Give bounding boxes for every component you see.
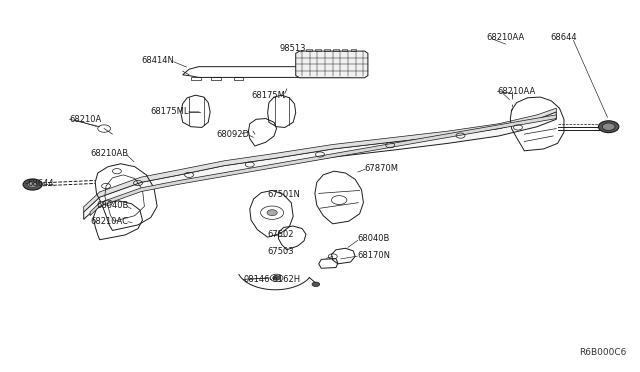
Text: R6B000C6: R6B000C6 <box>579 348 627 357</box>
Text: 68210AB: 68210AB <box>90 149 129 158</box>
Text: 68644: 68644 <box>28 179 54 187</box>
Circle shape <box>23 179 42 190</box>
Circle shape <box>273 276 280 280</box>
Text: 68040B: 68040B <box>357 234 389 243</box>
Text: 68644: 68644 <box>550 33 577 42</box>
Text: 67870M: 67870M <box>365 164 399 173</box>
Circle shape <box>312 282 319 286</box>
Polygon shape <box>296 51 368 78</box>
Polygon shape <box>90 115 556 216</box>
Circle shape <box>267 210 277 216</box>
Text: 68210AC: 68210AC <box>90 217 129 226</box>
Polygon shape <box>84 108 556 212</box>
Polygon shape <box>84 112 556 219</box>
Text: 98513: 98513 <box>280 44 306 53</box>
Text: 67503: 67503 <box>268 247 294 256</box>
Text: 68092D: 68092D <box>217 129 250 139</box>
Text: 67502: 67502 <box>268 230 294 240</box>
Circle shape <box>28 182 38 187</box>
Circle shape <box>602 123 615 131</box>
Text: 67501N: 67501N <box>268 190 301 199</box>
Text: 68210AA: 68210AA <box>486 33 524 42</box>
Circle shape <box>598 121 619 133</box>
Text: 68175ML: 68175ML <box>150 108 189 116</box>
Text: 68414N: 68414N <box>141 56 174 65</box>
Text: 68170N: 68170N <box>357 251 390 260</box>
Text: 68040B: 68040B <box>96 201 129 210</box>
Text: 08146-6162H: 08146-6162H <box>243 275 301 284</box>
Text: 68175M: 68175M <box>251 91 285 100</box>
Text: 68210AA: 68210AA <box>497 87 536 96</box>
Text: 68210A: 68210A <box>70 115 102 124</box>
